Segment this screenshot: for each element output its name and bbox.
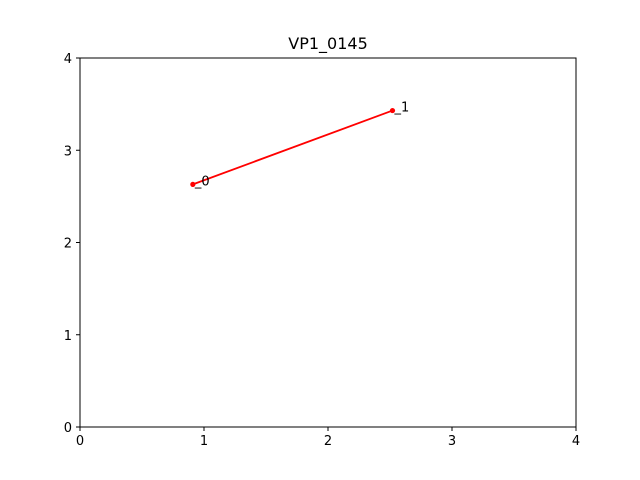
y-tick-label-1: 1	[64, 329, 72, 344]
plot-area: _0 _1	[190, 101, 409, 189]
series-line-0	[192, 109, 393, 186]
x-tick-label-0: 0	[76, 434, 84, 449]
y-tick-label-0: 0	[64, 421, 72, 436]
point-label-1: _1	[393, 101, 409, 116]
x-tick-label-4: 4	[572, 434, 580, 449]
chart-title: VP1_0145	[288, 34, 368, 54]
data-point-0	[190, 181, 196, 187]
data-point-1	[389, 107, 396, 114]
x-tick-label-1: 1	[200, 434, 208, 449]
axes: 0 1 2 3 4 0 1 2 3 4	[64, 52, 580, 449]
y-tick-label-2: 2	[64, 237, 72, 252]
point-label-0: _0	[194, 174, 210, 189]
y-tick-label-3: 3	[64, 144, 72, 159]
y-tick-label-4: 4	[64, 52, 72, 67]
x-tick-label-2: 2	[324, 434, 332, 449]
x-tick-label-3: 3	[448, 434, 456, 449]
